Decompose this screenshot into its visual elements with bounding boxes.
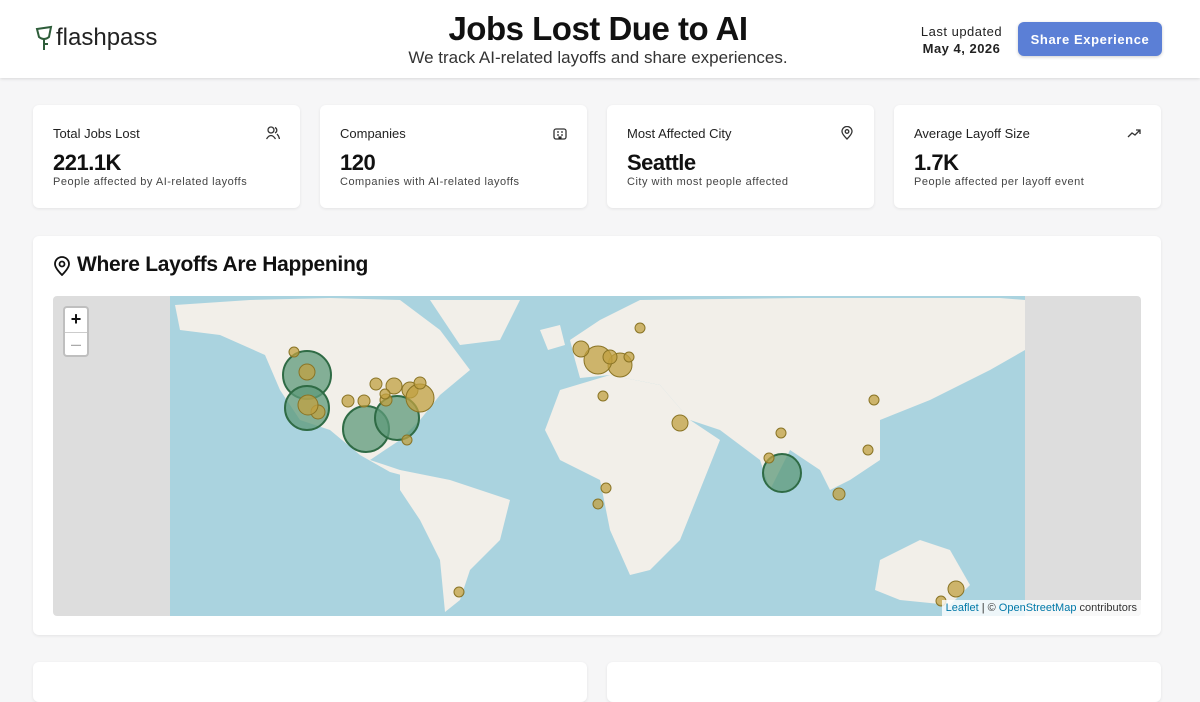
stat-label: Companies <box>340 126 406 141</box>
last-updated-label: Last updated <box>920 24 1003 39</box>
section-title: Where Layoffs Are Happening <box>77 253 368 276</box>
building-icon <box>553 128 567 140</box>
stat-label: Average Layoff Size <box>914 126 1030 141</box>
stat-description: Companies with AI-related layoffs <box>340 176 520 188</box>
pin-icon <box>841 126 853 140</box>
stat-label: Most Affected City <box>627 126 732 141</box>
map-tiles <box>170 296 1025 616</box>
last-updated-date: May 4, 2026 <box>922 41 1001 56</box>
attribution-suffix: contributors <box>1079 602 1137 614</box>
stat-description: People affected by AI-related layoffs <box>53 176 248 188</box>
zoom-in[interactable]: + <box>70 309 82 329</box>
stat-card: Average Layoff Size 1.7K People affected… <box>894 105 1161 208</box>
map-attribution: Leaflet | © OpenStreetMap contributors <box>941 600 1141 616</box>
zoom-out[interactable]: – <box>65 332 87 356</box>
page: {"header":{"logo":"flashpass","title":"J… <box>0 0 1200 635</box>
stat-value: 120 <box>340 150 376 175</box>
page-subtitle: We track AI-related layoffs and share ex… <box>408 48 788 67</box>
bottom-card <box>607 662 1161 702</box>
stat-card: Most Affected City Seattle City with mos… <box>607 105 874 208</box>
trend-icon <box>1127 129 1141 138</box>
stat-card: Total Jobs Lost 221.1K People affected b… <box>33 105 300 208</box>
logo-text: flashpass <box>56 24 158 51</box>
users-icon <box>266 126 280 140</box>
zoom-control: + – <box>63 306 89 357</box>
map[interactable]: + – Leaflet | © OpenStreetMap contributo… <box>53 296 1141 616</box>
last-updated: Last updated May 4, 2026 <box>905 23 1018 57</box>
stat-value: Seattle <box>627 150 696 175</box>
page-title: Jobs Lost Due to AI <box>448 10 748 47</box>
stat-value: 1.7K <box>914 150 959 175</box>
stat-description: City with most people affected <box>627 176 789 188</box>
share-button[interactable]: Share Experience <box>1018 22 1162 56</box>
header: flashpass Jobs Lost Due to AI We track A… <box>0 0 1200 78</box>
leaflet-link[interactable]: Leaflet <box>945 602 979 614</box>
stat-card: Companies 120 Companies with AI-related … <box>320 105 587 208</box>
bottom-card <box>33 662 587 702</box>
pin-icon <box>54 256 70 276</box>
map-section: Where Layoffs Are Happening <box>33 236 1161 635</box>
attribution-separator: | <box>981 602 985 614</box>
logo-icon <box>35 25 53 50</box>
stat-value: 221.1K <box>53 150 121 175</box>
stat-description: People affected per layoff event <box>914 176 1085 188</box>
logo[interactable]: flashpass <box>34 24 157 52</box>
stat-label: Total Jobs Lost <box>53 126 140 141</box>
attribution-copyright: © <box>987 602 996 614</box>
osm-link[interactable]: OpenStreetMap <box>998 602 1077 614</box>
